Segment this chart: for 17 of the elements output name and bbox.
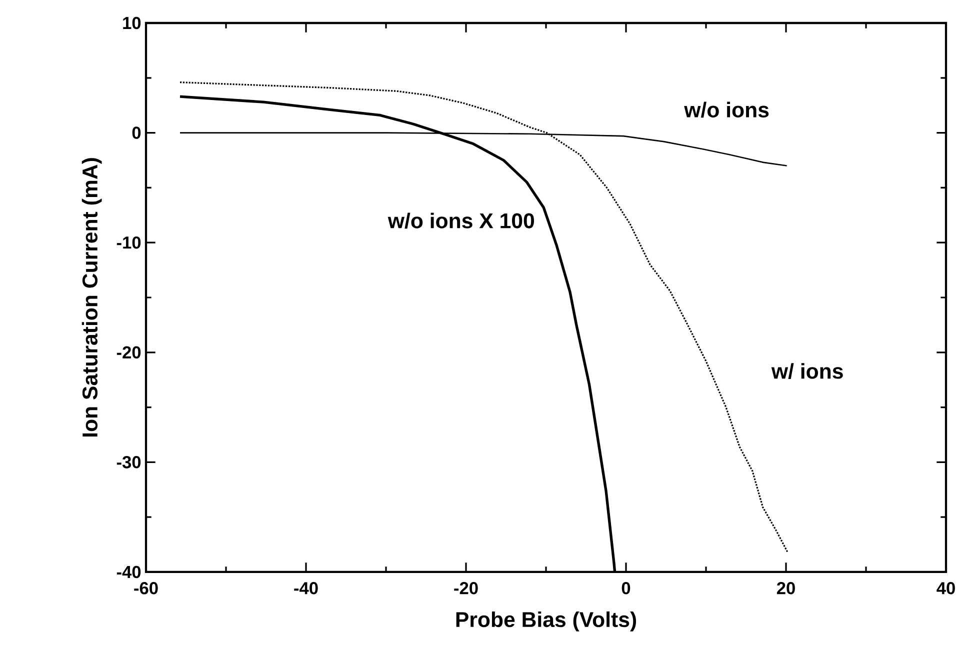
y-tick-label: 0 [132, 126, 141, 139]
x-tick-label: 20 [776, 582, 795, 594]
y-tick-label: -10 [116, 236, 141, 249]
text: w/ ions [771, 363, 843, 379]
x-tick-label: -60 [134, 582, 158, 594]
x-tick-label: 40 [936, 582, 955, 594]
y-axis-title: Ion Saturation Current (mA) [82, 158, 102, 437]
x-tick-label: 0 [622, 582, 630, 594]
x-axis-title: Probe Bias (Volts) [456, 611, 636, 632]
series-label: w/o ions [684, 102, 769, 118]
x-tick-label: -40 [294, 582, 318, 594]
y-tick-label: -30 [116, 456, 141, 468]
x-tick-label: -20 [454, 582, 478, 594]
series-label: w/o ions X 100 [388, 212, 534, 229]
y-tick-label: -20 [116, 346, 141, 359]
y-tick-label: -40 [116, 566, 141, 578]
y-tick-label: 10 [123, 16, 141, 30]
